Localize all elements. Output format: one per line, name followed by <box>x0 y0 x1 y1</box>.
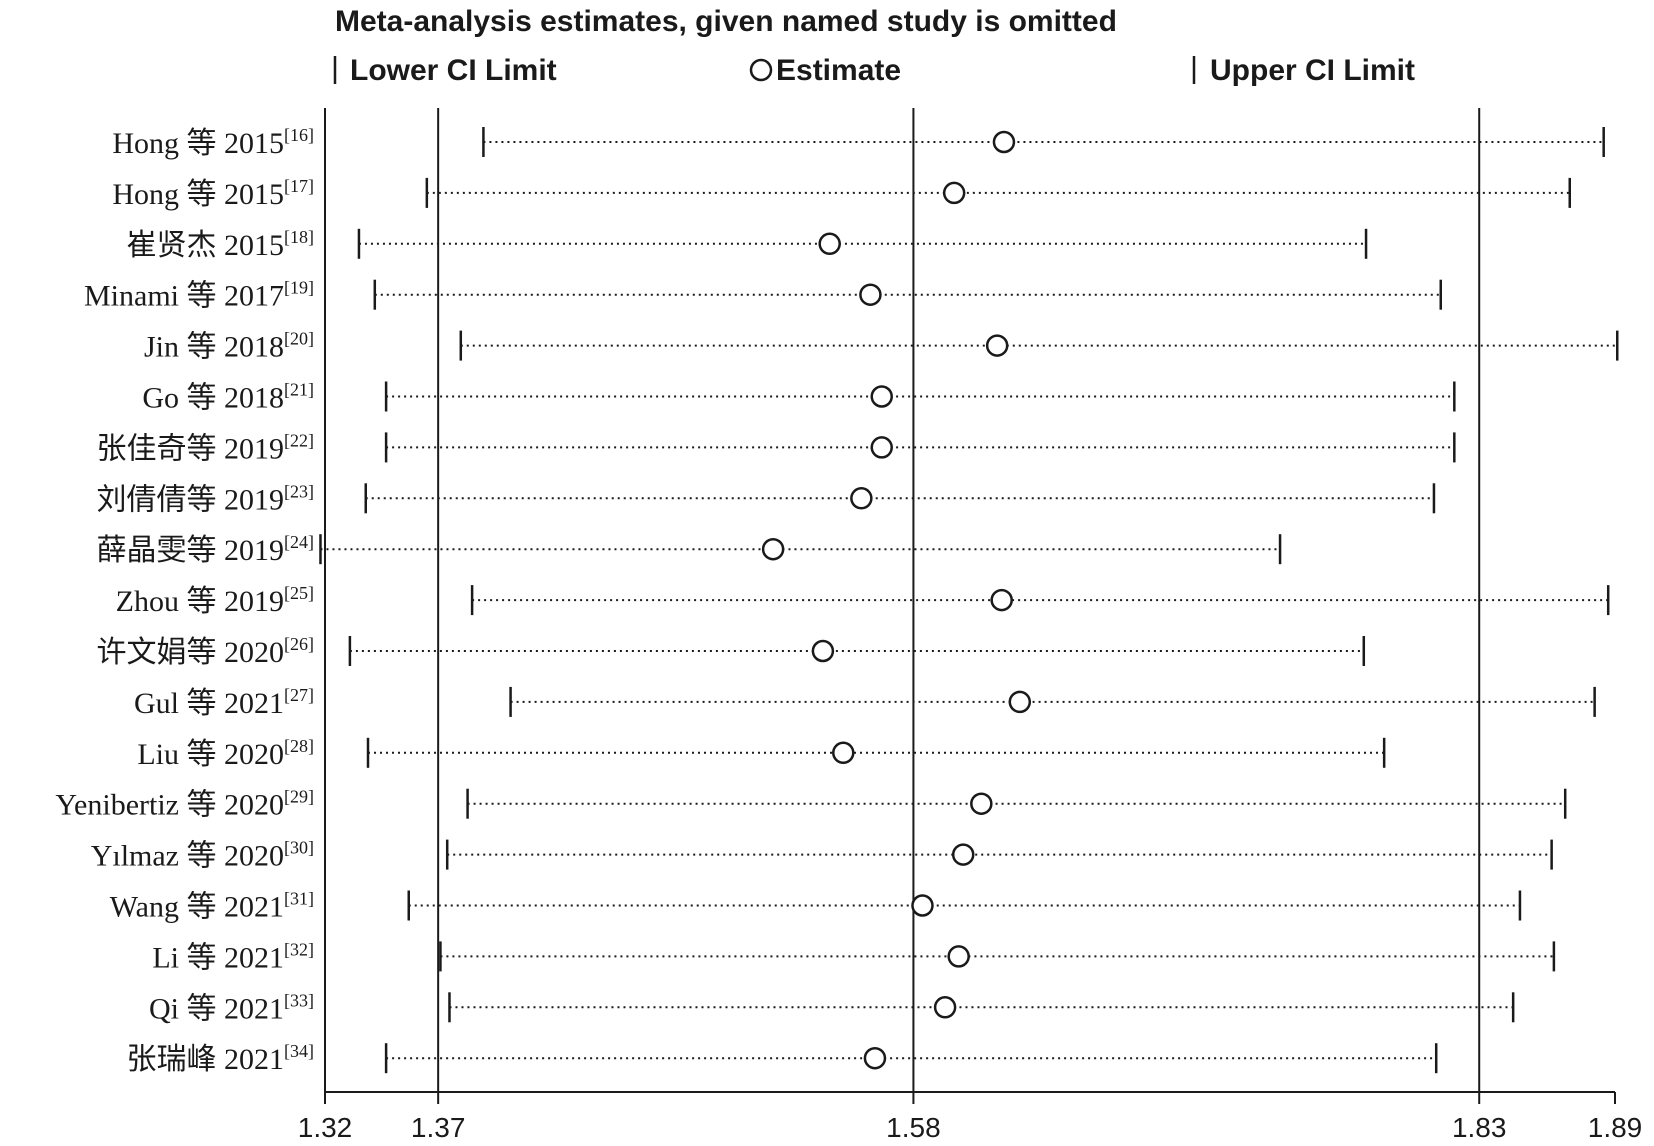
study-label: 许文娟等 2020[26] <box>97 634 315 669</box>
estimate-point <box>850 487 873 510</box>
study-reference: [30] <box>284 838 314 858</box>
x-tick-label: 1.58 <box>886 1112 941 1143</box>
estimate-point <box>951 843 975 866</box>
study-name: Qi 等 2021 <box>149 992 284 1025</box>
study-label: 崔贤杰 2015[18] <box>127 227 315 262</box>
study-label: Yenibertiz 等 2020[29] <box>55 787 314 822</box>
estimate-point <box>942 181 966 205</box>
estimate-point <box>992 130 1016 154</box>
study-name: 许文娟等 2020 <box>97 636 285 669</box>
study-name: Jin 等 2018 <box>144 331 284 364</box>
estimate-point <box>811 639 835 663</box>
estimate-point <box>990 588 1013 612</box>
study-name: 张瑞峰 2021 <box>127 1043 285 1076</box>
study-name: 崔贤杰 2015 <box>127 229 285 262</box>
study-reference: [32] <box>284 939 314 959</box>
estimate-point <box>832 741 855 765</box>
estimate-point <box>761 537 785 561</box>
study-label: Gul 等 2021[27] <box>134 685 314 720</box>
study-label: Minami 等 2017[19] <box>84 278 314 313</box>
study-name: Go 等 2018 <box>142 382 284 415</box>
study-name: Li 等 2021 <box>152 941 284 974</box>
legend: Lower CI Limit Estimate Upper CI Limit <box>333 54 1415 87</box>
estimate-point <box>970 792 993 815</box>
study-label: Wang 等 2021[31] <box>110 889 314 924</box>
estimate-point <box>985 334 1009 357</box>
study-reference: [24] <box>284 532 314 552</box>
study-reference: [17] <box>284 176 314 196</box>
study-reference: [31] <box>284 889 314 909</box>
x-tick-label: 1.32 <box>298 1112 353 1143</box>
x-tick-label: 1.37 <box>411 1112 466 1143</box>
x-tick-label: 1.83 <box>1452 1112 1507 1143</box>
study-reference: [33] <box>284 990 314 1010</box>
study-label: Go 等 2018[21] <box>142 380 314 415</box>
study-label: Jin 等 2018[20] <box>144 329 314 364</box>
study-label: Liu 等 2020[28] <box>137 736 314 771</box>
legend-estimate-label: Estimate <box>776 54 901 87</box>
study-reference: [26] <box>284 634 314 654</box>
study-reference: [22] <box>284 430 314 450</box>
study-reference: [34] <box>284 1041 314 1061</box>
study-reference: [16] <box>284 125 314 145</box>
study-label: Li 等 2021[32] <box>152 939 314 974</box>
study-label: 薛晶雯等 2019[24] <box>97 532 315 567</box>
study-name: Zhou 等 2019 <box>116 585 284 618</box>
study-reference: [29] <box>284 787 314 807</box>
study-name: 张佳奇等 2019 <box>97 432 285 465</box>
legend-estimate-marker <box>749 58 773 82</box>
study-name: Wang 等 2021 <box>110 891 284 924</box>
study-reference: [25] <box>284 583 314 603</box>
study-name: Yılmaz 等 2020 <box>91 840 284 873</box>
study-reference: [27] <box>284 685 314 705</box>
study-name: Gul 等 2021 <box>134 687 284 720</box>
study-label: Qi 等 2021[33] <box>149 990 314 1025</box>
study-reference: [20] <box>284 329 314 349</box>
estimate-point <box>870 385 893 408</box>
study-reference: [19] <box>284 278 314 298</box>
study-name: 刘倩倩等 2019 <box>97 483 285 516</box>
estimate-point <box>818 232 841 256</box>
chart-title: Meta-analysis estimates, given named stu… <box>335 5 1117 38</box>
study-label: Zhou 等 2019[25] <box>116 583 314 618</box>
estimate-point <box>870 436 893 459</box>
study-name: Hong 等 2015 <box>112 178 284 211</box>
estimate-point <box>863 1046 887 1070</box>
study-reference: [28] <box>284 736 314 756</box>
study-label: Hong 等 2015[17] <box>112 176 314 211</box>
study-label: 张佳奇等 2019[22] <box>97 430 315 465</box>
x-tick-label: 1.89 <box>1588 1112 1643 1143</box>
study-label: 张瑞峰 2021[34] <box>127 1041 315 1076</box>
legend-lower-label: Lower CI Limit <box>350 54 557 87</box>
study-label: 刘倩倩等 2019[23] <box>97 481 315 516</box>
estimate-point <box>1008 690 1032 714</box>
study-name: Yenibertiz 等 2020 <box>55 789 284 822</box>
study-reference: [23] <box>284 481 314 501</box>
estimate-point <box>933 996 957 1019</box>
legend-upper-label: Upper CI Limit <box>1210 54 1415 87</box>
study-label: Yılmaz 等 2020[30] <box>91 838 314 873</box>
study-name: Hong 等 2015 <box>112 127 284 160</box>
estimate-point <box>947 945 970 968</box>
estimate-point <box>911 894 934 917</box>
study-name: 薛晶雯等 2019 <box>97 534 285 567</box>
study-name: Minami 等 2017 <box>84 280 284 313</box>
study-reference: [21] <box>284 380 314 400</box>
estimate-point <box>859 283 882 306</box>
study-label: Hong 等 2015[16] <box>112 125 314 160</box>
study-name: Liu 等 2020 <box>137 738 284 771</box>
study-reference: [18] <box>284 227 314 247</box>
